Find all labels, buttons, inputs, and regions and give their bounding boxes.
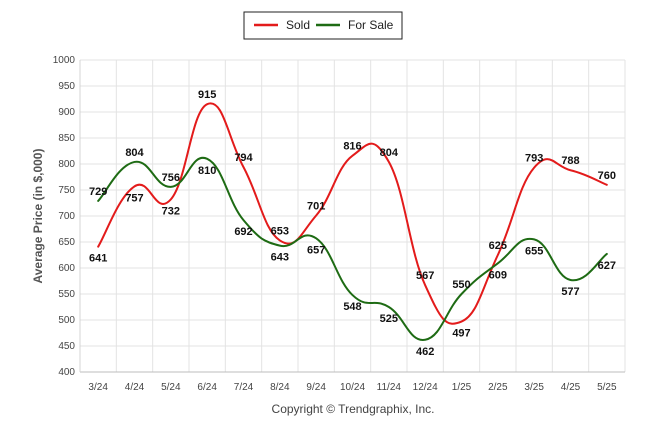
y-tick-label: 650 — [58, 237, 75, 248]
x-tick-label: 4/24 — [125, 382, 145, 393]
x-tick-label: 11/24 — [377, 382, 402, 393]
y-tick-label: 700 — [58, 211, 75, 222]
y-tick-label: 800 — [58, 159, 75, 170]
y-tick-label: 550 — [58, 289, 75, 300]
legend-label-for-sale: For Sale — [348, 18, 394, 32]
for-sale-data-label: 804 — [125, 147, 144, 159]
x-tick-label: 5/25 — [597, 382, 617, 393]
copyright-text: Copyright © Trendgraphix, Inc. — [272, 402, 435, 416]
sold-data-label: 497 — [452, 328, 470, 340]
for-sale-data-label: 756 — [162, 172, 180, 184]
y-tick-label: 1000 — [53, 55, 76, 66]
for-sale-data-label: 657 — [307, 244, 325, 256]
x-tick-label: 7/24 — [234, 382, 254, 393]
for-sale-data-label: 550 — [452, 279, 470, 291]
sold-data-label: 701 — [307, 200, 325, 212]
sold-data-label: 804 — [380, 147, 399, 159]
x-tick-label: 10/24 — [340, 382, 365, 393]
y-tick-label: 950 — [58, 81, 75, 92]
y-tick-label: 900 — [58, 107, 75, 118]
for-sale-data-label: 609 — [489, 269, 507, 281]
y-axis-title: Average Price (in $,000) — [31, 149, 45, 284]
x-tick-label: 4/25 — [561, 382, 581, 393]
x-tick-label: 9/24 — [306, 382, 326, 393]
sold-data-label: 788 — [561, 155, 579, 167]
x-tick-label: 2/25 — [488, 382, 508, 393]
sold-data-label: 757 — [125, 192, 143, 204]
for-sale-data-label: 577 — [561, 286, 579, 298]
y-tick-label: 750 — [58, 185, 75, 196]
sold-data-label: 625 — [489, 240, 507, 252]
sold-data-label: 653 — [271, 225, 289, 237]
y-tick-label: 400 — [58, 367, 75, 378]
sold-data-label: 641 — [89, 253, 107, 265]
x-tick-label: 1/25 — [452, 382, 472, 393]
sold-series-line — [97, 102, 608, 325]
y-tick-label: 600 — [58, 263, 75, 274]
sold-data-label: 915 — [198, 89, 216, 101]
x-tick-label: 6/24 — [197, 382, 217, 393]
legend-label-sold: Sold — [286, 18, 310, 32]
plot-area: 400 450 500 550 600 650 700 750 800 850 900 950 1000… — [53, 55, 626, 393]
for-sale-data-label: 810 — [198, 165, 216, 177]
x-tick-label: 3/24 — [88, 382, 108, 393]
y-tick-label: 850 — [58, 133, 75, 144]
legend: Sold For Sale — [243, 11, 403, 40]
sold-data-label: 567 — [416, 270, 434, 282]
sold-data-label: 816 — [343, 141, 361, 153]
x-tick-label: 5/24 — [161, 382, 181, 393]
for-sale-data-label: 692 — [234, 226, 252, 238]
y-tick-label: 450 — [58, 341, 75, 352]
for-sale-data-label: 627 — [598, 260, 616, 272]
sold-data-label: 760 — [598, 170, 616, 182]
for-sale-data-label: 655 — [525, 245, 543, 257]
x-tick-label: 8/24 — [270, 382, 290, 393]
for-sale-data-label: 729 — [89, 186, 107, 198]
sold-data-label: 732 — [162, 205, 180, 217]
x-tick-label: 3/25 — [524, 382, 544, 393]
sold-data-label: 794 — [234, 152, 253, 164]
sold-data-label: 793 — [525, 153, 543, 165]
y-tick-label: 500 — [58, 315, 75, 326]
for-sale-data-label: 548 — [343, 301, 361, 313]
for-sale-series-line — [97, 156, 608, 341]
for-sale-data-label: 462 — [416, 346, 434, 358]
for-sale-data-label: 525 — [380, 313, 398, 325]
for-sale-data-label: 643 — [271, 252, 289, 264]
x-tick-label: 12/24 — [413, 382, 438, 393]
